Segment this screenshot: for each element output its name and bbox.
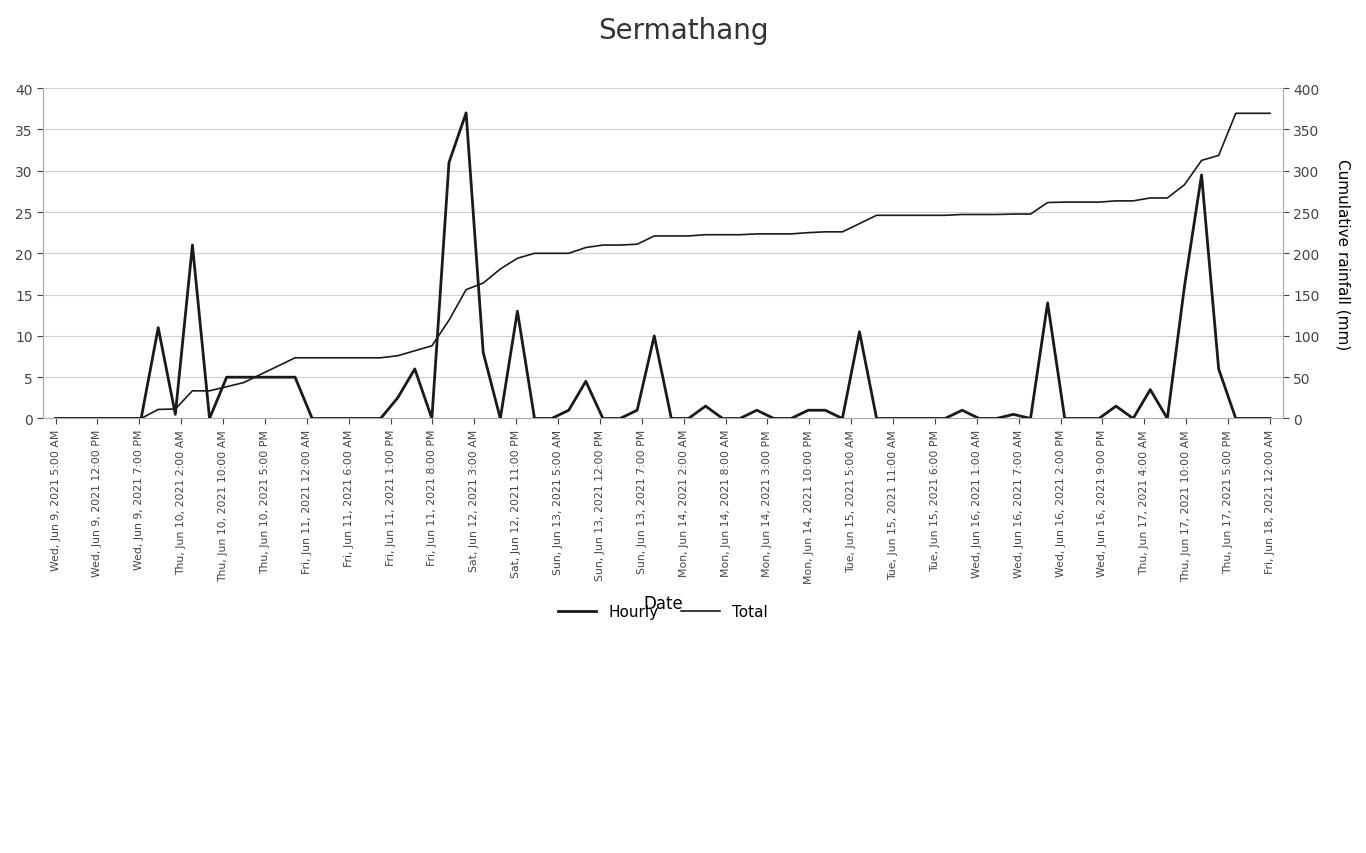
X-axis label: Date: Date — [643, 594, 683, 612]
Text: Sermathang: Sermathang — [598, 17, 768, 45]
Y-axis label: Cumulative rainfall (mm): Cumulative rainfall (mm) — [1336, 159, 1351, 350]
Legend: Hourly, Total: Hourly, Total — [552, 598, 773, 625]
